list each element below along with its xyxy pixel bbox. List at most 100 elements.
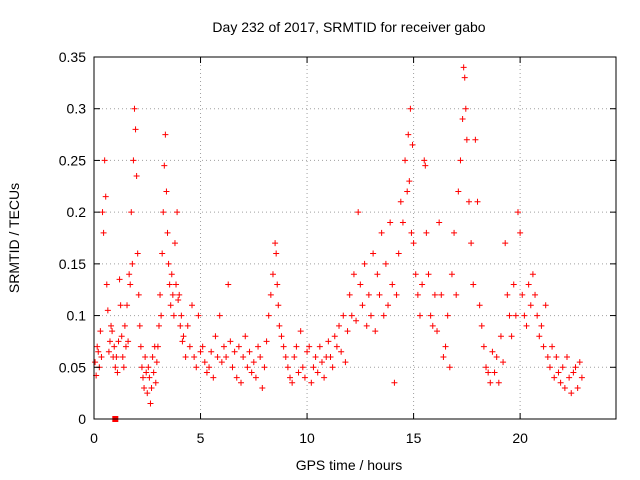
data-point xyxy=(453,291,460,298)
data-point xyxy=(143,369,150,376)
data-point xyxy=(120,364,127,371)
data-point xyxy=(480,343,487,350)
data-point xyxy=(282,353,289,360)
data-point xyxy=(414,291,421,298)
data-point xyxy=(163,188,170,195)
data-point xyxy=(525,281,532,288)
data-point xyxy=(570,369,577,376)
data-point xyxy=(500,359,507,366)
data-point xyxy=(197,348,204,355)
data-point xyxy=(460,64,467,71)
data-point xyxy=(355,209,362,216)
data-point xyxy=(141,384,148,391)
data-point xyxy=(263,338,270,345)
data-point xyxy=(165,260,172,267)
data-point xyxy=(272,240,279,247)
data-point xyxy=(555,369,562,376)
data-point xyxy=(170,312,177,319)
data-point xyxy=(98,353,105,360)
data-point xyxy=(532,291,539,298)
data-point xyxy=(111,343,118,350)
y-axis-label: SRMTID / TECUs xyxy=(6,183,22,293)
data-point xyxy=(255,343,262,350)
data-point xyxy=(502,240,509,247)
x-tick-label: 5 xyxy=(197,430,205,446)
data-point xyxy=(306,343,313,350)
data-point xyxy=(103,281,110,288)
data-point xyxy=(117,302,124,309)
data-point xyxy=(250,359,257,366)
data-point xyxy=(438,291,445,298)
data-point xyxy=(121,322,128,329)
data-point xyxy=(100,229,107,236)
data-point xyxy=(304,348,311,355)
data-point xyxy=(421,157,428,164)
data-point xyxy=(162,131,169,138)
data-point xyxy=(534,312,541,319)
data-point xyxy=(182,353,189,360)
data-point xyxy=(223,353,230,360)
data-point xyxy=(261,364,268,371)
data-point xyxy=(289,379,296,386)
data-point xyxy=(214,353,221,360)
data-point xyxy=(150,369,157,376)
data-point xyxy=(178,312,185,319)
data-point xyxy=(393,291,400,298)
data-point xyxy=(99,209,106,216)
data-point xyxy=(116,276,123,283)
data-point xyxy=(348,312,355,319)
data-point xyxy=(416,312,423,319)
data-point xyxy=(350,271,357,278)
data-point xyxy=(563,353,570,360)
data-point xyxy=(506,312,513,319)
data-point xyxy=(359,302,366,309)
data-point xyxy=(540,343,547,350)
data-point xyxy=(412,271,419,278)
data-point xyxy=(158,312,165,319)
data-point xyxy=(410,240,417,247)
data-point xyxy=(159,250,166,257)
data-point xyxy=(489,348,496,355)
data-point xyxy=(235,343,242,350)
data-point xyxy=(189,302,196,309)
data-point xyxy=(510,281,517,288)
data-point xyxy=(137,343,144,350)
data-point xyxy=(106,338,113,345)
data-point xyxy=(463,136,470,143)
data-point xyxy=(407,105,414,112)
data-point xyxy=(101,157,108,164)
data-point xyxy=(542,302,549,309)
grid-lines xyxy=(94,57,616,419)
data-point xyxy=(94,343,101,350)
data-point xyxy=(425,271,432,278)
data-point xyxy=(427,312,434,319)
data-point xyxy=(102,193,109,200)
data-point xyxy=(378,229,385,236)
data-point xyxy=(483,364,490,371)
y-tick-label: 0 xyxy=(78,411,86,427)
data-point xyxy=(465,198,472,205)
data-point xyxy=(169,291,176,298)
data-point xyxy=(391,379,398,386)
data-point xyxy=(118,333,125,340)
x-axis-ticks: 0 5 10 15 20 xyxy=(90,57,528,446)
data-point xyxy=(238,379,245,386)
data-point xyxy=(529,271,536,278)
data-point xyxy=(405,131,412,138)
data-point xyxy=(372,328,379,335)
data-point xyxy=(153,359,160,366)
data-point xyxy=(208,348,215,355)
data-point xyxy=(157,291,164,298)
data-point xyxy=(409,141,416,148)
data-point xyxy=(136,322,143,329)
data-points xyxy=(92,64,585,422)
data-point xyxy=(149,353,156,360)
data-point xyxy=(316,343,323,350)
data-point xyxy=(135,291,142,298)
data-point xyxy=(227,338,234,345)
data-point xyxy=(493,353,500,360)
data-point xyxy=(472,136,479,143)
data-point xyxy=(387,219,394,226)
data-point xyxy=(174,209,181,216)
chart-title: Day 232 of 2017, SRMTID for receiver gab… xyxy=(212,19,485,35)
